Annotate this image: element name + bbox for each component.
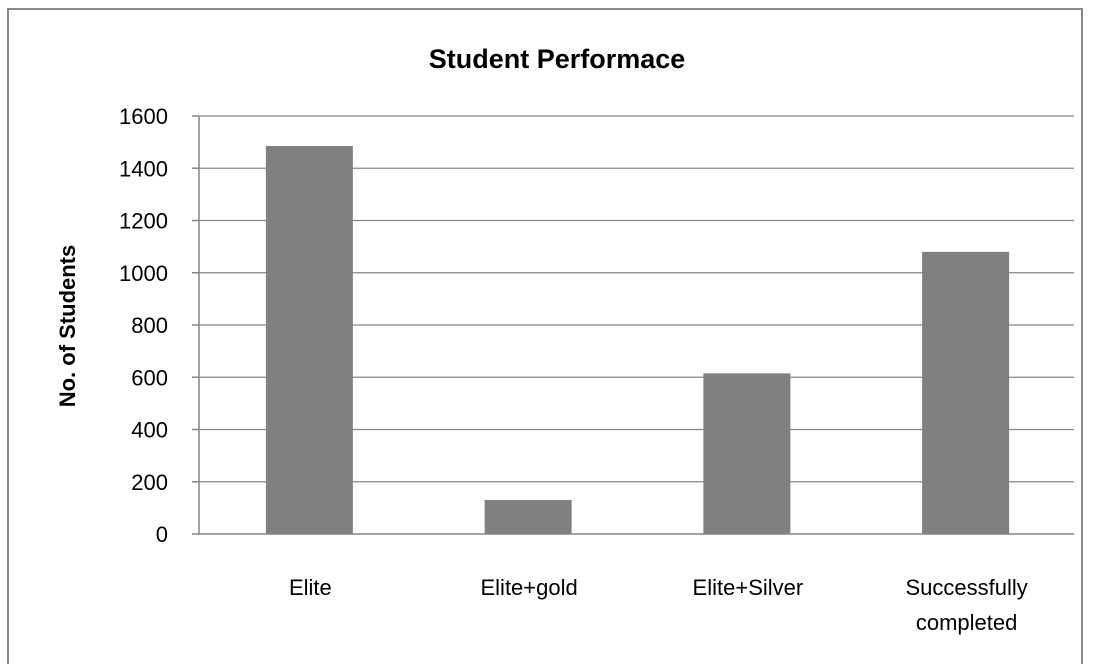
bar xyxy=(265,146,353,534)
bar xyxy=(484,500,572,534)
y-axis-label: No. of Students xyxy=(55,245,80,408)
y-tick-labels: 0 200 400 600 800 1000 1200 1400 1600 xyxy=(119,104,168,547)
y-tick-label: 600 xyxy=(131,365,168,390)
y-tick-label: 1400 xyxy=(119,156,168,181)
y-tick-label: 0 xyxy=(156,522,168,547)
bars xyxy=(265,146,1010,534)
bar xyxy=(922,251,1010,534)
x-tick-label: completed xyxy=(916,610,1018,635)
chart-frame xyxy=(7,8,1083,664)
x-category-labels: Elite Elite+gold Elite+Silver Successfully c… xyxy=(289,575,1028,635)
x-tick-label: Elite+Silver xyxy=(693,575,804,600)
y-tick-label: 1200 xyxy=(119,209,168,234)
y-tick-label: 1600 xyxy=(119,104,168,129)
chart-title: Student Performace xyxy=(429,44,686,74)
y-tick-label: 400 xyxy=(131,418,168,443)
x-tick-label: Elite xyxy=(289,575,332,600)
x-tick-label: Elite+gold xyxy=(481,575,578,600)
y-tick-label: 200 xyxy=(131,470,168,495)
axes xyxy=(192,115,1074,535)
bar xyxy=(703,373,791,534)
x-tick-label: Successfully xyxy=(905,575,1027,600)
y-tick-label: 800 xyxy=(131,313,168,338)
y-tick-label: 1000 xyxy=(119,261,168,286)
